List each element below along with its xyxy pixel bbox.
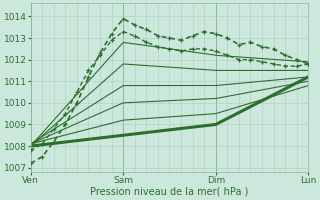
X-axis label: Pression niveau de la mer( hPa ): Pression niveau de la mer( hPa )	[90, 187, 249, 197]
